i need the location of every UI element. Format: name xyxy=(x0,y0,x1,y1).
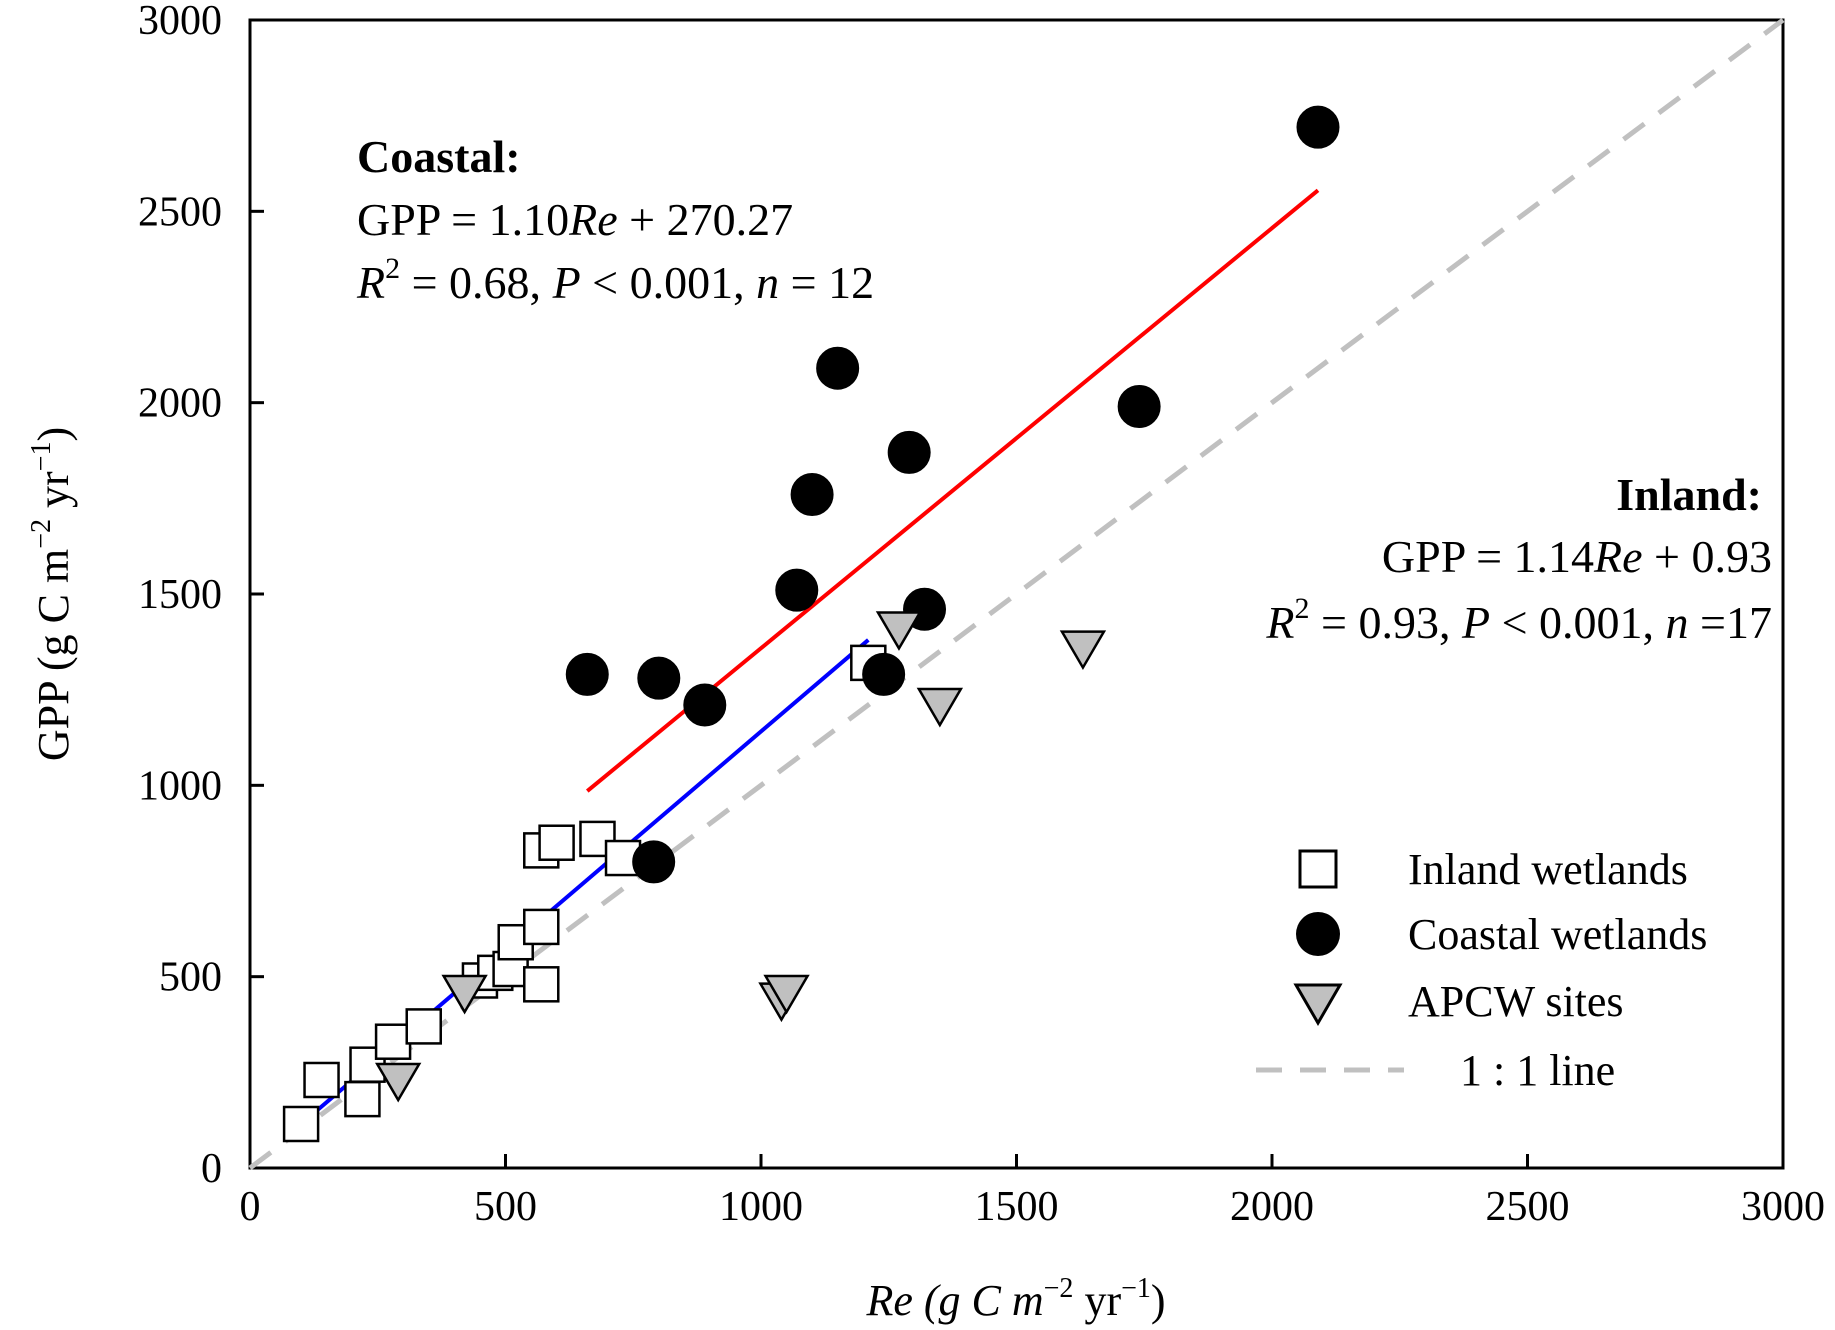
legend: Inland wetlands Coastal wetlands APCW si… xyxy=(1256,845,1707,1095)
coastal-wetlands-point xyxy=(565,652,609,696)
coastal-wetlands-point xyxy=(632,840,676,884)
inland-wetlands-point xyxy=(282,1105,320,1143)
x-tick-label: 2000 xyxy=(1230,1184,1314,1230)
legend-label-one-to-one-line: 1 : 1 line xyxy=(1460,1046,1615,1095)
x-tick-label: 3000 xyxy=(1741,1184,1825,1230)
data-points xyxy=(282,105,1340,1143)
coastal-wetlands-point xyxy=(887,430,931,474)
inland-wetlands-point xyxy=(538,824,575,861)
x-axis-title: Re (g C m−2 yr−1) xyxy=(865,1273,1165,1325)
inland-wetlands-point xyxy=(303,1061,340,1099)
inland-stats: R2 = 0.93, P < 0.001, n =17 xyxy=(1265,592,1772,648)
y-tick-label: 500 xyxy=(159,955,222,1001)
x-tick-label: 2500 xyxy=(1486,1184,1570,1230)
coastal-title: Coastal: xyxy=(357,131,521,182)
inland-wetlands-point xyxy=(523,908,560,946)
x-tick-label: 0 xyxy=(240,1184,261,1230)
y-tick-label: 1000 xyxy=(138,763,222,809)
legend-marker-inland-wetlands xyxy=(1298,849,1338,889)
inland-wetlands-point xyxy=(405,1008,442,1045)
axis-ticks: 0 500 1000 1500 2000 2500 3000 0 500 1000 1500 2000… xyxy=(138,0,1825,1230)
coastal-wetlands-point xyxy=(637,656,681,700)
apcw-sites-point xyxy=(441,974,488,1015)
apcw-sites-point xyxy=(1059,630,1107,671)
x-tick-label: 1500 xyxy=(975,1184,1059,1230)
coastal-wetlands-point xyxy=(683,683,727,727)
coastal-wetlands-point xyxy=(775,568,819,612)
y-tick-label: 2500 xyxy=(138,189,222,235)
y-tick-label: 2000 xyxy=(138,381,222,427)
legend-label-inland-wetlands: Inland wetlands xyxy=(1408,845,1688,894)
y-tick-label: 1500 xyxy=(138,572,222,618)
legend-marker-apcw-sites xyxy=(1293,983,1343,1026)
x-tick-label: 1000 xyxy=(719,1184,803,1230)
coastal-wetlands-point xyxy=(1117,384,1161,428)
inland-wetlands-point xyxy=(523,966,560,1003)
apcw-sites-point xyxy=(375,1062,422,1103)
legend-marker-coastal-wetlands xyxy=(1296,912,1340,956)
coastal-wetlands-point xyxy=(816,346,860,390)
inland-equation: GPP = 1.14Re + 0.93 xyxy=(1382,531,1772,582)
legend-label-coastal-wetlands: Coastal wetlands xyxy=(1408,910,1707,959)
y-axis-title: GPP (g C m−2 yr−1) xyxy=(26,427,78,761)
legend-label-apcw-sites: APCW sites xyxy=(1408,977,1624,1026)
apcw-sites-point xyxy=(916,687,964,728)
inland-wetlands-point xyxy=(374,1023,412,1060)
apcw-sites-point xyxy=(763,974,810,1015)
apcw-sites-point xyxy=(875,611,923,651)
y-tick-label: 3000 xyxy=(138,0,222,44)
coastal-stats: R2 = 0.68, P < 0.001, n = 12 xyxy=(356,252,874,308)
coastal-wetlands-point xyxy=(1296,105,1340,149)
coastal-wetlands-point xyxy=(862,652,906,696)
coastal-wetlands-point xyxy=(790,473,834,517)
inland-title: Inland: xyxy=(1616,469,1762,520)
x-tick-label: 500 xyxy=(474,1184,537,1230)
coastal-equation: GPP = 1.10Re + 270.27 xyxy=(357,194,793,245)
inland-wetlands-point xyxy=(344,1080,381,1118)
y-tick-label: 0 xyxy=(201,1146,222,1192)
